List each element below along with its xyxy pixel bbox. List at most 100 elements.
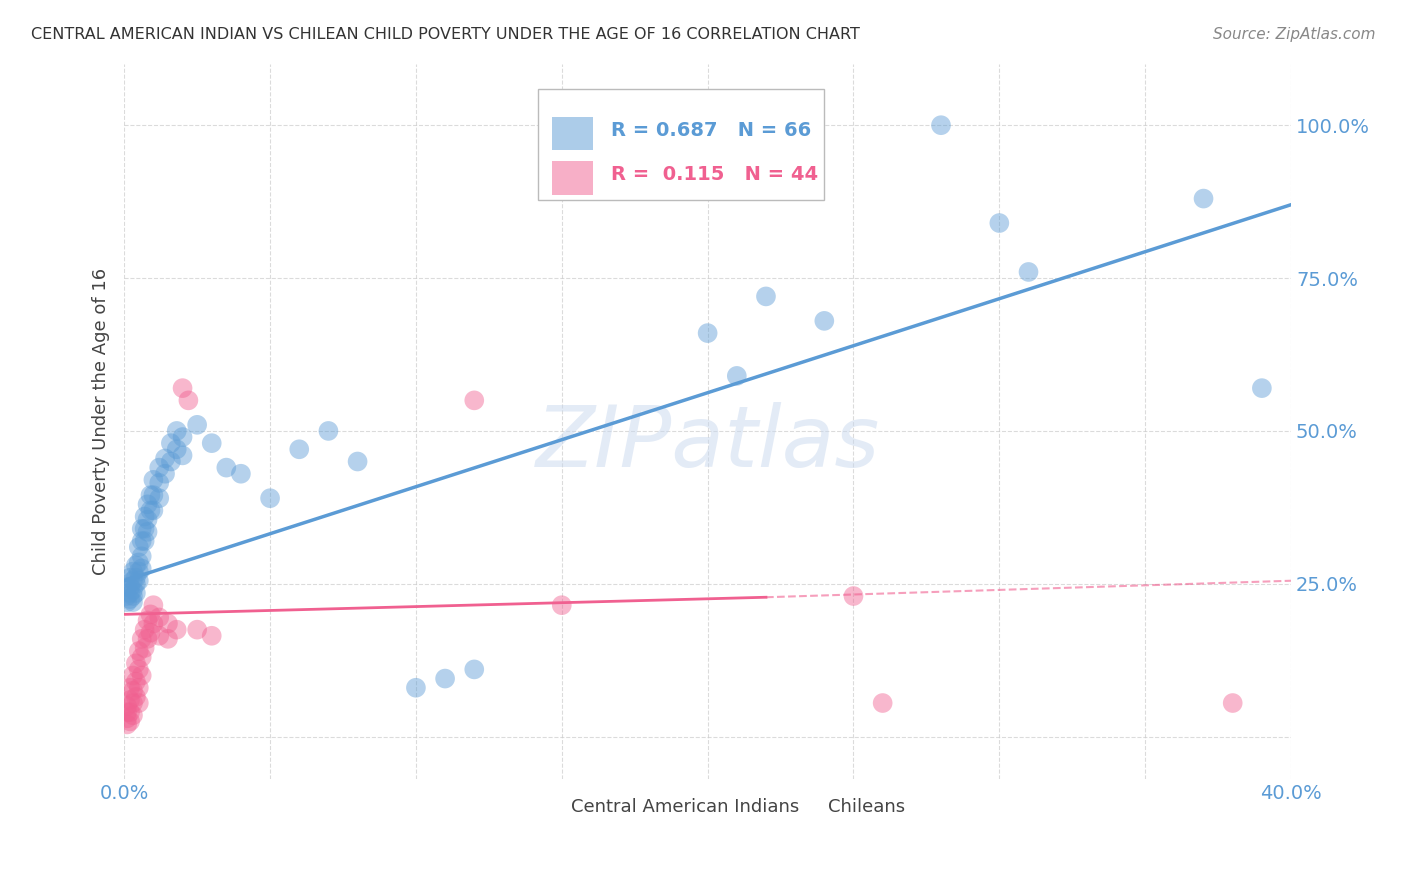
Point: [136, 513, 159, 527]
Point: [131, 632, 153, 646]
Text: Central American Indians: Central American Indians: [571, 797, 800, 815]
Point: [118, 714, 141, 729]
Bar: [553, 117, 593, 150]
Point: [118, 693, 141, 707]
Point: [115, 711, 138, 725]
Point: [125, 571, 148, 585]
Point: [128, 644, 150, 658]
Point: [115, 580, 138, 594]
Point: [172, 449, 194, 463]
Point: [405, 681, 427, 695]
Point: [136, 497, 159, 511]
Point: [118, 705, 141, 719]
Point: [134, 623, 156, 637]
Point: [696, 326, 718, 340]
Point: [128, 574, 150, 588]
Point: [122, 696, 145, 710]
Point: [166, 424, 188, 438]
Point: [160, 436, 183, 450]
Point: [122, 574, 145, 588]
Point: [1192, 192, 1215, 206]
Bar: [527, 802, 564, 831]
Point: [153, 467, 176, 481]
Point: [125, 586, 148, 600]
Point: [172, 430, 194, 444]
Point: [725, 368, 748, 383]
Point: [166, 442, 188, 457]
Point: [131, 533, 153, 548]
Point: [122, 589, 145, 603]
Point: [463, 662, 485, 676]
Point: [259, 491, 281, 506]
Point: [122, 708, 145, 723]
Point: [128, 565, 150, 579]
Text: Source: ZipAtlas.com: Source: ZipAtlas.com: [1212, 27, 1375, 42]
Point: [118, 580, 141, 594]
Point: [118, 592, 141, 607]
Point: [125, 576, 148, 591]
Point: [115, 699, 138, 714]
Bar: [553, 161, 593, 194]
Point: [148, 491, 170, 506]
Point: [139, 625, 162, 640]
Point: [115, 717, 138, 731]
Point: [115, 705, 138, 719]
Point: [122, 668, 145, 682]
Point: [1018, 265, 1040, 279]
Point: [755, 289, 778, 303]
Point: [131, 561, 153, 575]
Y-axis label: Child Poverty Under the Age of 16: Child Poverty Under the Age of 16: [93, 268, 110, 575]
Point: [115, 595, 138, 609]
Point: [142, 503, 165, 517]
Text: ZIPatlas: ZIPatlas: [536, 401, 880, 484]
Point: [148, 475, 170, 490]
Point: [813, 314, 835, 328]
Text: R =  0.115   N = 44: R = 0.115 N = 44: [610, 165, 818, 185]
Point: [186, 623, 208, 637]
Point: [142, 488, 165, 502]
Point: [134, 640, 156, 655]
Point: [142, 598, 165, 612]
Point: [1250, 381, 1272, 395]
Point: [166, 623, 188, 637]
Point: [128, 555, 150, 569]
Point: [128, 662, 150, 676]
Point: [122, 595, 145, 609]
Point: [148, 629, 170, 643]
Point: [136, 614, 159, 628]
Point: [134, 533, 156, 548]
Point: [125, 558, 148, 573]
Point: [318, 424, 340, 438]
Point: [177, 393, 200, 408]
Point: [172, 381, 194, 395]
Point: [201, 436, 224, 450]
Point: [134, 509, 156, 524]
Point: [148, 460, 170, 475]
Bar: [783, 802, 821, 831]
Point: [125, 690, 148, 704]
Point: [131, 522, 153, 536]
Point: [134, 522, 156, 536]
Point: [153, 451, 176, 466]
Point: [122, 582, 145, 597]
Point: [156, 632, 179, 646]
Point: [463, 393, 485, 408]
Point: [118, 571, 141, 585]
Point: [131, 668, 153, 682]
Point: [125, 657, 148, 671]
Point: [118, 681, 141, 695]
Point: [142, 616, 165, 631]
Point: [118, 586, 141, 600]
Point: [160, 454, 183, 468]
Point: [139, 607, 162, 622]
Point: [229, 467, 252, 481]
Point: [988, 216, 1011, 230]
Point: [148, 610, 170, 624]
Point: [139, 503, 162, 517]
Point: [142, 473, 165, 487]
Text: Chileans: Chileans: [828, 797, 905, 815]
Point: [128, 696, 150, 710]
Point: [131, 650, 153, 665]
Point: [136, 632, 159, 646]
Point: [128, 540, 150, 554]
